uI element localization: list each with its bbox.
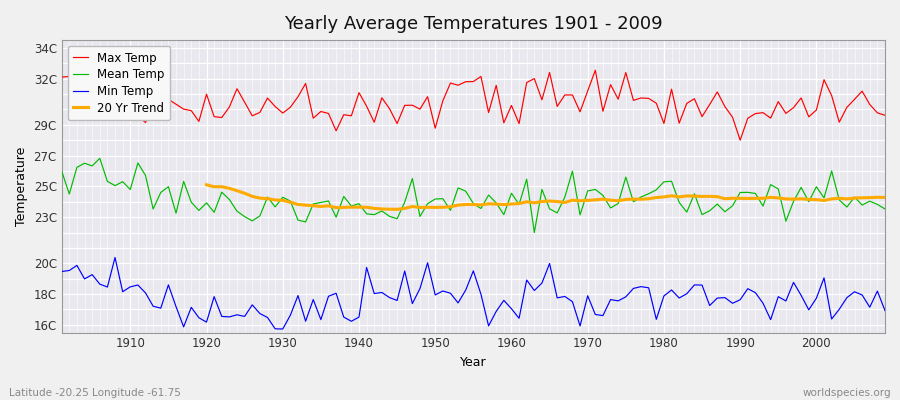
Mean Temp — [514, 202, 525, 207]
Legend: Max Temp, Mean Temp, Min Temp, 20 Yr Trend: Max Temp, Mean Temp, Min Temp, 20 Yr Tre… — [68, 46, 170, 120]
Max Temp — [879, 113, 890, 118]
20 Yr Trend — [415, 205, 426, 210]
Min Temp — [125, 284, 136, 289]
Max Temp — [499, 120, 509, 125]
20 Yr Trend — [773, 196, 784, 200]
20 Yr Trend — [681, 194, 692, 198]
20 Yr Trend — [857, 195, 868, 200]
20 Yr Trend — [392, 207, 402, 212]
Text: Latitude -20.25 Longitude -61.75: Latitude -20.25 Longitude -61.75 — [9, 388, 181, 398]
Min Temp — [521, 278, 532, 282]
Min Temp — [277, 327, 288, 332]
Y-axis label: Temperature: Temperature — [15, 147, 28, 226]
Min Temp — [57, 269, 68, 274]
Min Temp — [879, 308, 890, 313]
Mean Temp — [879, 206, 890, 211]
Min Temp — [346, 319, 356, 324]
Max Temp — [605, 82, 616, 87]
Line: Max Temp: Max Temp — [62, 70, 885, 140]
X-axis label: Year: Year — [460, 356, 487, 369]
Mean Temp — [338, 194, 349, 199]
Line: 20 Yr Trend: 20 Yr Trend — [206, 185, 885, 209]
Mean Temp — [57, 169, 68, 174]
Max Temp — [506, 103, 517, 108]
Mean Temp — [125, 187, 136, 192]
Title: Yearly Average Temperatures 1901 - 2009: Yearly Average Temperatures 1901 - 2009 — [284, 15, 662, 33]
Line: Mean Temp: Mean Temp — [62, 158, 885, 232]
Min Temp — [514, 316, 525, 321]
20 Yr Trend — [201, 182, 212, 187]
Min Temp — [110, 255, 121, 260]
Max Temp — [330, 128, 341, 133]
20 Yr Trend — [879, 195, 890, 200]
Max Temp — [57, 75, 68, 80]
20 Yr Trend — [292, 202, 303, 207]
Max Temp — [590, 68, 600, 73]
Text: worldspecies.org: worldspecies.org — [803, 388, 891, 398]
Min Temp — [301, 319, 311, 324]
Mean Temp — [529, 230, 540, 235]
Mean Temp — [94, 156, 105, 161]
Min Temp — [613, 298, 624, 303]
Max Temp — [117, 115, 128, 120]
Mean Temp — [506, 191, 517, 196]
20 Yr Trend — [788, 197, 799, 202]
Max Temp — [285, 105, 296, 110]
Line: Min Temp: Min Temp — [62, 258, 885, 329]
Mean Temp — [292, 218, 303, 222]
Mean Temp — [613, 201, 624, 206]
Max Temp — [734, 138, 745, 142]
